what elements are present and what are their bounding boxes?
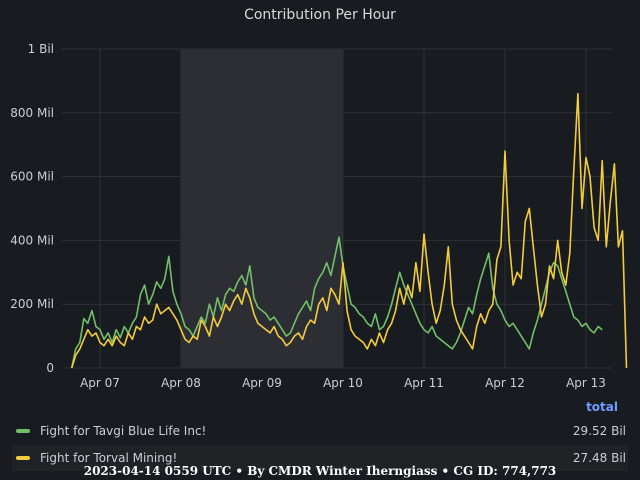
legend-row-torval[interactable]: Fight for Torval Mining! 27.48 Bil bbox=[12, 445, 628, 471]
legend-swatch-yellow bbox=[16, 456, 30, 460]
x-tick-label: Apr 09 bbox=[242, 376, 282, 390]
y-tick-label: 600 Mil bbox=[10, 170, 54, 184]
x-tick-label: Apr 10 bbox=[323, 376, 363, 390]
x-tick-label: Apr 13 bbox=[566, 376, 606, 390]
legend-series-total: 29.52 Bil bbox=[572, 424, 626, 438]
x-tick-label: Apr 12 bbox=[485, 376, 525, 390]
axis-labels: 0 200 Mil 400 Mil 600 Mil 800 Mil 1 Bil Apr 07… bbox=[10, 42, 606, 390]
chart-title: Contribution Per Hour bbox=[244, 7, 396, 23]
legend-series-name: Fight for Tavgi Blue Life Inc! bbox=[40, 424, 207, 438]
legend-header-total[interactable]: total bbox=[586, 400, 618, 414]
y-tick-label: 0 bbox=[46, 361, 54, 375]
series-line-0 bbox=[70, 236, 603, 369]
legend-series-total: 27.48 Bil bbox=[572, 451, 626, 465]
legend-series-name: Fight for Torval Mining! bbox=[40, 451, 178, 465]
legend-row-tavgi[interactable]: Fight for Tavgi Blue Life Inc! 29.52 Bil bbox=[12, 418, 628, 444]
series-lines bbox=[70, 92, 628, 369]
legend: total Fight for Tavgi Blue Life Inc! 29.… bbox=[0, 400, 640, 471]
x-tick-label: Apr 08 bbox=[161, 376, 201, 390]
y-tick-label: 1 Bil bbox=[28, 42, 54, 56]
x-tick-label: Apr 07 bbox=[80, 376, 120, 390]
y-tick-label: 400 Mil bbox=[10, 233, 54, 247]
footer-caption: 2023-04-14 0559 UTC • By CMDR Winter Ihe… bbox=[83, 464, 557, 478]
y-tick-label: 800 Mil bbox=[10, 106, 54, 120]
x-tick-label: Apr 11 bbox=[404, 376, 444, 390]
series-line-1 bbox=[70, 92, 628, 369]
legend-swatch-green bbox=[16, 429, 30, 433]
y-tick-label: 200 Mil bbox=[10, 297, 54, 311]
line-chart[interactable]: 0 200 Mil 400 Mil 600 Mil 800 Mil 1 Bil Apr 07… bbox=[0, 0, 640, 400]
